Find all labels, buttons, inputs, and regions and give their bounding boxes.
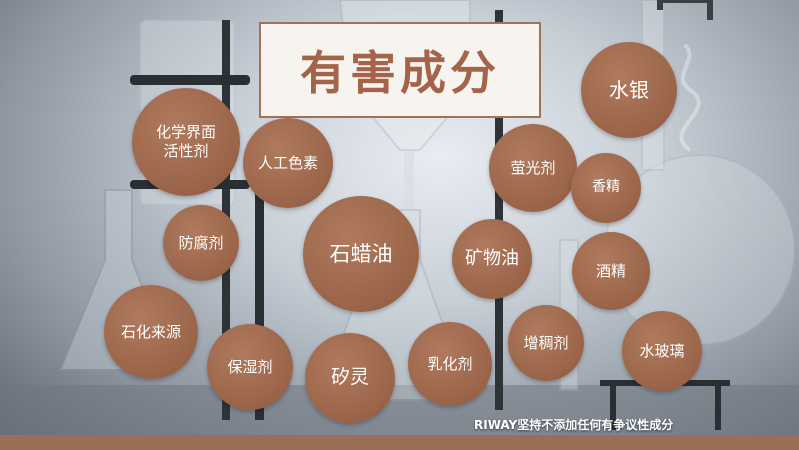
bubble-label: 酒精 <box>595 261 626 280</box>
bubble-label: 水玻璃 <box>639 341 685 360</box>
bubble-fluorescent-agent: 萤光剂 <box>489 124 577 212</box>
bottom-bar <box>0 435 799 450</box>
page-title: 有害成分 <box>300 46 500 100</box>
bubble-label: 乳化剂 <box>427 354 473 373</box>
bubble-humectant: 保湿剂 <box>207 324 293 410</box>
bubble-emulsifier: 乳化剂 <box>408 322 492 406</box>
bubble-water-glass: 水玻璃 <box>622 311 702 391</box>
bubble-preservative: 防腐剂 <box>163 205 239 281</box>
bubble-paraffin-oil: 石蜡油 <box>303 196 419 312</box>
bubble-mercury: 水银 <box>581 42 677 138</box>
bubble-label: 保湿剂 <box>227 357 273 376</box>
bubble-label: 矽灵 <box>330 366 369 389</box>
bubble-label: 香精 <box>592 179 620 196</box>
bubble-surfactant: 化学界面 活性剂 <box>132 88 240 196</box>
bubble-label: 石蜡油 <box>329 241 393 266</box>
bubble-label: 增稠剂 <box>523 333 569 352</box>
bubble-alcohol: 酒精 <box>572 232 650 310</box>
bubble-label: 防腐剂 <box>178 233 224 252</box>
title-box: 有害成分 <box>259 22 541 118</box>
bubble-label: 水银 <box>609 77 649 102</box>
bubble-label: 石化来源 <box>120 322 181 341</box>
bubble-silicone: 矽灵 <box>305 333 395 423</box>
bubble-label: 矿物油 <box>465 247 519 269</box>
bubble-mineral-oil: 矿物油 <box>452 219 532 299</box>
bubble-label: 人工色素 <box>257 153 318 172</box>
bubble-petrochemical-source: 石化来源 <box>104 285 198 379</box>
bubble-thickener: 增稠剂 <box>508 305 584 381</box>
bubble-label: 萤光剂 <box>510 158 556 177</box>
bubble-fragrance: 香精 <box>571 153 641 223</box>
bubble-label: 化学界面 活性剂 <box>155 123 216 160</box>
slogan-text: RIWAY坚持不添加任何有争议性成分 <box>474 418 674 432</box>
bubble-artificial-color: 人工色素 <box>243 118 333 208</box>
